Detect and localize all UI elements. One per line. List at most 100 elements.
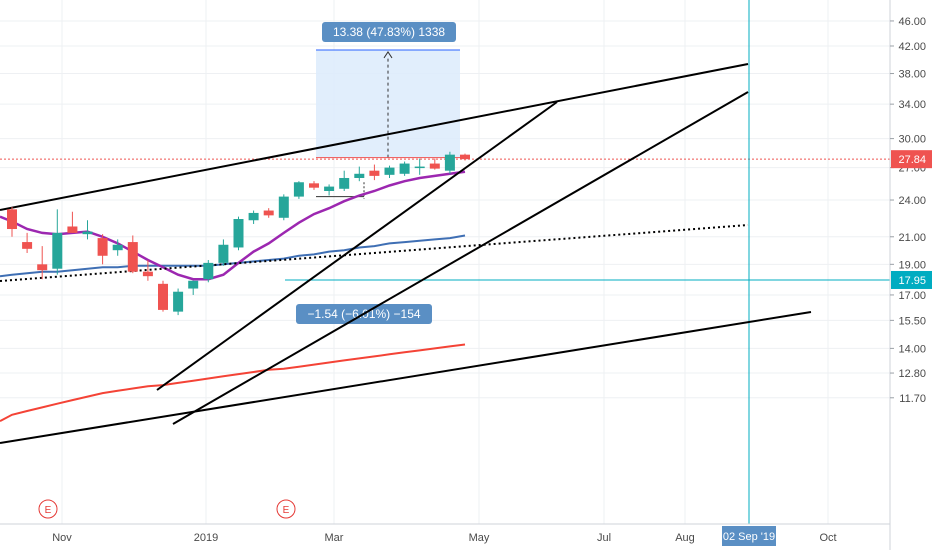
candle[interactable] [127, 235, 138, 274]
candle[interactable] [142, 260, 153, 281]
measure-up-label: 13.38 (47.83%) 1338 [322, 21, 456, 42]
candle[interactable] [248, 210, 259, 224]
candle-body [324, 186, 335, 191]
trendlines[interactable] [0, 0, 890, 524]
candle-body [67, 226, 78, 233]
candles[interactable] [7, 151, 470, 316]
y-tick-label: 21.00 [898, 232, 926, 244]
ma-mid-line [0, 234, 466, 278]
last-price-tag: 27.84 [891, 150, 932, 169]
x-tick-label: Oct [819, 532, 836, 544]
candle[interactable] [188, 280, 199, 295]
candle-body [293, 182, 304, 197]
candle[interactable] [82, 220, 93, 240]
time-axis[interactable]: Nov 2019 Mar May Jul Aug Oct 02 Sep '19 [0, 523, 890, 546]
candle-body [248, 212, 259, 221]
candle-body [127, 242, 138, 272]
candle[interactable] [112, 239, 123, 256]
x-tick-label: Nov [52, 532, 72, 544]
candle-body [278, 196, 289, 218]
horizontal-level-tag-bg [891, 270, 932, 289]
candle-body [142, 271, 153, 277]
earnings-marker-circle [276, 499, 296, 519]
candle[interactable] [233, 216, 244, 251]
candle[interactable] [309, 181, 319, 190]
x-tick-label: 2019 [194, 532, 218, 544]
measure-box[interactable] [316, 49, 460, 158]
candle-body [339, 177, 350, 189]
candle[interactable] [7, 206, 17, 237]
x-tick-label: Mar [325, 532, 344, 544]
candle[interactable] [384, 165, 395, 178]
candle-body [384, 167, 395, 175]
candle-body [218, 244, 229, 263]
measure-tool[interactable]: 13.38 (47.83%) 1338−1.54 (−6.01%) −154 [296, 21, 460, 324]
candle[interactable] [218, 239, 229, 266]
lower-channel-line[interactable] [0, 311, 812, 444]
candle[interactable] [399, 161, 410, 176]
measure-arrowhead [383, 51, 393, 59]
y-tick-label: 17.00 [898, 290, 926, 302]
y-tick-label: 19.00 [898, 259, 926, 271]
y-tick-label: 12.80 [898, 368, 926, 380]
crosshair-date-text: 02 Sep '19 [723, 531, 775, 543]
price-axis[interactable]: 64.0056.0051.0046.0042.0038.0034.0030.00… [889, 0, 932, 550]
candle[interactable] [414, 158, 425, 175]
candle-body [354, 173, 365, 178]
x-tick-label: Aug [675, 532, 695, 544]
candle-body [158, 283, 168, 310]
candle[interactable] [97, 234, 108, 265]
candle[interactable] [354, 166, 365, 182]
candle[interactable] [460, 153, 470, 161]
candle[interactable] [22, 232, 33, 253]
candle[interactable] [67, 211, 78, 233]
y-tick-label: 38.00 [898, 69, 926, 81]
candle[interactable] [203, 260, 214, 283]
measure-up-label-bg [322, 21, 456, 42]
horizontal-level-tag: 17.95 [891, 270, 932, 289]
candle-body [233, 219, 244, 248]
steep-channel-lower[interactable] [172, 91, 749, 425]
candle-body [22, 242, 33, 249]
candle[interactable] [324, 184, 335, 196]
candle-body [82, 231, 93, 235]
candle-body [444, 154, 455, 171]
y-tick-label: 42.00 [898, 41, 926, 53]
earnings-marker-circle [38, 499, 58, 519]
crosshair-date-tag-bg [722, 526, 776, 546]
y-tick-label: 30.00 [898, 134, 926, 146]
candle[interactable] [293, 181, 304, 199]
candle[interactable] [158, 280, 168, 312]
x-tick-label: May [469, 532, 490, 544]
upper-channel-line[interactable] [0, 63, 749, 211]
candle[interactable] [278, 194, 289, 221]
earnings-marker[interactable]: E [276, 499, 296, 519]
candle[interactable] [173, 288, 184, 316]
candle[interactable] [339, 170, 350, 191]
earnings-marker[interactable]: E [38, 499, 58, 519]
candle-body [112, 244, 123, 251]
candle-body [52, 232, 63, 269]
y-tick-label: 24.00 [898, 195, 926, 207]
y-tick-label: 15.50 [898, 315, 926, 327]
dotted-trendline[interactable] [0, 224, 749, 282]
candle[interactable] [37, 246, 48, 280]
candle[interactable] [52, 209, 63, 275]
y-tick-label: 11.70 [899, 393, 926, 405]
candle-body [188, 280, 199, 289]
candle-body [37, 264, 48, 271]
steep-channel-upper[interactable] [156, 101, 558, 391]
candle[interactable] [429, 158, 440, 170]
candle-body [429, 163, 440, 169]
candle[interactable] [369, 164, 380, 181]
candle[interactable] [263, 208, 274, 218]
candle-body [369, 170, 380, 176]
candle-body [263, 210, 274, 216]
measure-up-text: 13.38 (47.83%) 1338 [333, 25, 445, 39]
candle-body [97, 238, 108, 256]
candle-body [399, 163, 410, 174]
candle[interactable] [444, 151, 455, 174]
